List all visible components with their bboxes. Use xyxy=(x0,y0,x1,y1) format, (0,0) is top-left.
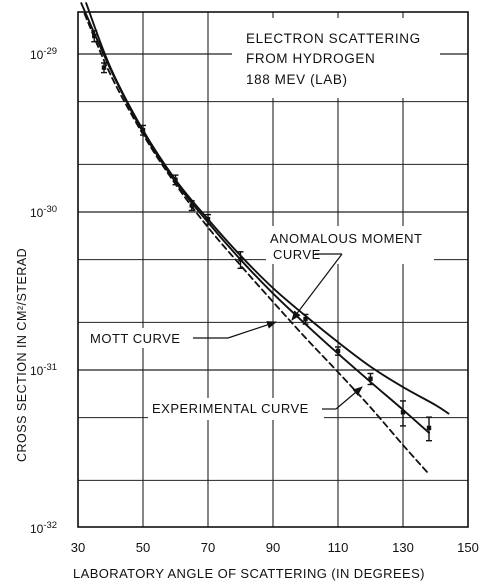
annotation-experimental: EXPERIMENTAL CURVE xyxy=(152,401,309,416)
data-marker-10 xyxy=(400,410,406,415)
data-marker-11 xyxy=(426,425,432,431)
x-tick-30: 30 xyxy=(71,540,85,555)
data-points xyxy=(91,30,432,442)
x-tick-90: 90 xyxy=(266,540,280,555)
y-tick-m32: 10-32 xyxy=(30,520,57,536)
data-point-11 xyxy=(426,416,432,442)
data-marker-6 xyxy=(238,257,243,262)
data-point-8 xyxy=(335,346,341,356)
y-tick-m31: 10-31 xyxy=(30,362,57,378)
data-point-2 xyxy=(140,124,146,136)
title-line-3: 188 MEV (LAB) xyxy=(246,72,348,87)
y-tick-m30: 10-30 xyxy=(30,204,57,220)
y-tick-exponent: -31 xyxy=(43,362,57,373)
title-box xyxy=(232,18,440,98)
annotation-mott: MOTT CURVE xyxy=(90,331,180,346)
annotation-experimental-arrow xyxy=(335,386,363,410)
experimental-curve xyxy=(80,2,430,434)
x-tick-110: 110 xyxy=(328,540,349,555)
y-axis-label: CROSS SECTION IN CM²/STERAD xyxy=(15,248,29,462)
x-tick-150: 150 xyxy=(457,540,479,555)
y-tick-base: 10 xyxy=(30,522,44,536)
data-point-10 xyxy=(400,400,406,427)
data-point-0 xyxy=(91,30,98,43)
y-tick-exponent: -32 xyxy=(43,520,57,531)
annotation-mott-arrow xyxy=(227,321,277,339)
x-axis-label: LABORATORY ANGLE OF SCATTERING (IN DEGRE… xyxy=(73,566,425,581)
chart-title: ELECTRON SCATTERING FROM HYDROGEN 188 ME… xyxy=(232,18,440,98)
data-point-1 xyxy=(101,62,107,74)
plot-frame xyxy=(77,11,469,528)
data-marker-5 xyxy=(205,217,211,222)
data-marker-2 xyxy=(140,127,146,133)
x-tick-50: 50 xyxy=(136,540,150,555)
plot-border xyxy=(77,11,469,528)
x-tick-70: 70 xyxy=(201,540,215,555)
data-marker-8 xyxy=(335,348,341,354)
data-point-7 xyxy=(302,313,309,325)
annotation-anomalous-curve: CURVE xyxy=(273,247,321,262)
annotation-anomalous-moment: ANOMALOUS MOMENT xyxy=(270,231,422,246)
mott-curve xyxy=(83,12,429,474)
data-marker-4 xyxy=(189,203,194,208)
y-tick-m29: 10-29 xyxy=(30,46,57,62)
data-marker-3 xyxy=(173,177,178,182)
data-marker-9 xyxy=(368,376,373,381)
annotation-bg-anomalous xyxy=(266,226,434,264)
y-tick-exponent: -30 xyxy=(43,204,57,215)
data-point-6 xyxy=(237,251,244,270)
data-point-3 xyxy=(172,174,179,186)
x-tick-130: 130 xyxy=(392,540,414,555)
data-point-9 xyxy=(367,372,374,386)
y-tick-exponent: -29 xyxy=(43,46,57,57)
data-marker-7 xyxy=(303,316,308,322)
y-tick-base: 10 xyxy=(30,206,44,220)
curve-annotations: ANOMALOUS MOMENT CURVE MOTT CURVE EXPERI… xyxy=(86,226,434,420)
data-point-4 xyxy=(188,200,195,212)
data-marker-0 xyxy=(92,33,97,39)
y-tick-base: 10 xyxy=(30,364,44,378)
data-point-5 xyxy=(205,213,211,225)
annotation-bg-experimental xyxy=(148,398,324,420)
title-line-1: ELECTRON SCATTERING xyxy=(246,31,421,46)
y-tick-base: 10 xyxy=(30,48,44,62)
data-marker-1 xyxy=(101,65,107,70)
title-line-2: FROM HYDROGEN xyxy=(246,51,375,66)
annotation-anomalous-arrow xyxy=(291,253,343,321)
annotation-bg-mott xyxy=(86,328,196,348)
